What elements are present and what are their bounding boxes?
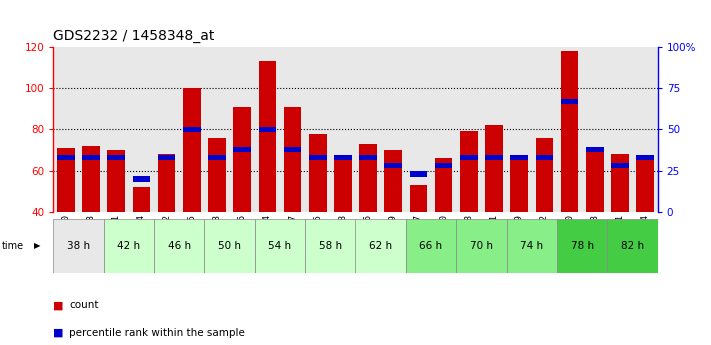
- Bar: [485, 155, 503, 160]
- Text: 78 h: 78 h: [570, 241, 594, 251]
- Bar: [233, 107, 251, 212]
- Bar: [255, 219, 305, 273]
- Bar: [460, 131, 478, 212]
- Bar: [557, 219, 607, 273]
- Bar: [334, 155, 352, 160]
- Bar: [406, 219, 456, 273]
- Text: 54 h: 54 h: [268, 241, 292, 251]
- Text: 58 h: 58 h: [319, 241, 342, 251]
- Bar: [53, 219, 104, 273]
- Bar: [561, 51, 578, 212]
- Bar: [183, 88, 201, 212]
- Bar: [359, 144, 377, 212]
- Bar: [611, 154, 629, 212]
- Bar: [305, 219, 356, 273]
- Bar: [208, 155, 226, 160]
- Text: 74 h: 74 h: [520, 241, 543, 251]
- Bar: [385, 163, 402, 168]
- Bar: [158, 155, 176, 160]
- Bar: [561, 99, 578, 104]
- Bar: [107, 155, 125, 160]
- Bar: [607, 219, 658, 273]
- Text: time: time: [2, 241, 24, 251]
- Bar: [586, 150, 604, 212]
- Text: 50 h: 50 h: [218, 241, 241, 251]
- Text: 46 h: 46 h: [168, 241, 191, 251]
- Bar: [158, 154, 176, 212]
- Text: ▶: ▶: [34, 241, 41, 250]
- Bar: [535, 138, 553, 212]
- Bar: [259, 61, 276, 212]
- Bar: [334, 160, 352, 212]
- Bar: [208, 138, 226, 212]
- Bar: [57, 155, 75, 160]
- Bar: [309, 155, 326, 160]
- Bar: [510, 160, 528, 212]
- Bar: [82, 155, 100, 160]
- Bar: [410, 171, 427, 177]
- Bar: [284, 147, 301, 152]
- Bar: [233, 147, 251, 152]
- Bar: [410, 185, 427, 212]
- Text: 42 h: 42 h: [117, 241, 141, 251]
- Bar: [506, 219, 557, 273]
- Bar: [636, 160, 654, 212]
- Bar: [510, 155, 528, 160]
- Bar: [154, 219, 205, 273]
- Bar: [133, 187, 150, 212]
- Bar: [435, 163, 452, 168]
- Bar: [460, 155, 478, 160]
- Bar: [309, 134, 326, 212]
- Bar: [57, 148, 75, 212]
- Text: 66 h: 66 h: [419, 241, 443, 251]
- Bar: [104, 219, 154, 273]
- Bar: [435, 158, 452, 212]
- Bar: [385, 150, 402, 212]
- Bar: [259, 127, 276, 132]
- Bar: [107, 150, 125, 212]
- Text: 38 h: 38 h: [67, 241, 90, 251]
- Bar: [611, 163, 629, 168]
- Text: GDS2232 / 1458348_at: GDS2232 / 1458348_at: [53, 29, 215, 43]
- Bar: [456, 219, 506, 273]
- Bar: [586, 147, 604, 152]
- Bar: [356, 219, 406, 273]
- Bar: [359, 155, 377, 160]
- Bar: [284, 107, 301, 212]
- Text: ■: ■: [53, 328, 64, 338]
- Text: ■: ■: [53, 300, 64, 310]
- Text: 82 h: 82 h: [621, 241, 644, 251]
- Text: 70 h: 70 h: [470, 241, 493, 251]
- Text: count: count: [69, 300, 98, 310]
- Bar: [636, 155, 654, 160]
- Bar: [205, 219, 255, 273]
- Text: percentile rank within the sample: percentile rank within the sample: [69, 328, 245, 338]
- Text: 62 h: 62 h: [369, 241, 392, 251]
- Bar: [133, 176, 150, 181]
- Bar: [535, 155, 553, 160]
- Bar: [183, 127, 201, 132]
- Bar: [82, 146, 100, 212]
- Bar: [485, 125, 503, 212]
